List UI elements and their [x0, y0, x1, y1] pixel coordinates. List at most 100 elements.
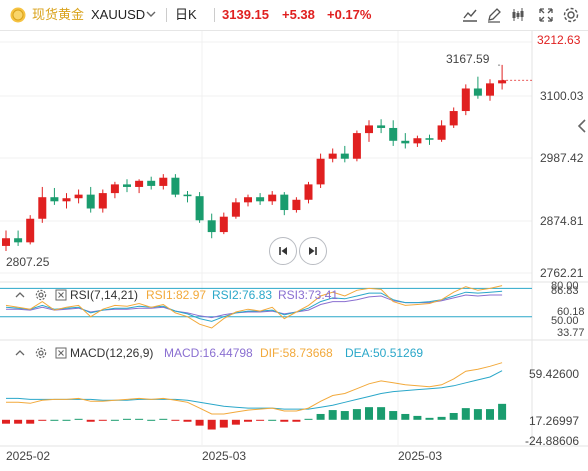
candle-style-icon[interactable]	[509, 6, 527, 24]
rsi-tick: 50.00	[551, 315, 579, 327]
line-chart-icon[interactable]	[461, 6, 479, 24]
candle-body	[280, 194, 289, 211]
macd-histogram-bar	[74, 418, 83, 420]
candle-body	[207, 220, 216, 233]
collapse-side-arrow-icon[interactable]	[577, 118, 587, 134]
candle-body	[316, 158, 325, 185]
candle-body	[62, 198, 71, 202]
macd-histogram-bar	[244, 419, 252, 422]
candle-body	[256, 197, 265, 202]
candle-body	[401, 140, 410, 144]
macd-histogram-bar	[437, 416, 446, 420]
macd-tick: -24.88606	[525, 434, 580, 448]
candle-body	[26, 218, 35, 243]
candle-body	[171, 177, 180, 195]
macd-histogram-bar	[14, 419, 23, 424]
expand-icon[interactable]	[537, 6, 555, 24]
rsi1-value: RSI1:82.97	[146, 288, 207, 302]
candle-body	[50, 197, 59, 202]
candle-body	[2, 238, 10, 246]
rsi-tick: 60.18	[557, 306, 585, 318]
macd-histogram-bar	[425, 417, 434, 420]
macd-histogram-bar	[401, 413, 410, 420]
candle-body	[38, 197, 47, 219]
macd-histogram-bar	[159, 418, 168, 420]
settings-icon[interactable]	[562, 6, 580, 24]
candle-body	[268, 194, 277, 202]
macd-tick: 17.26997	[529, 414, 580, 428]
candle-body	[110, 184, 119, 194]
candle-body	[304, 184, 313, 200]
previous-icon	[279, 247, 287, 255]
top-toolbar: 现货黄金 XAUUSD 日K 3139.15 +5.38 +0.17%	[0, 0, 588, 31]
dea-value: DEA:50.51269	[345, 346, 424, 360]
candle-body	[328, 153, 337, 159]
price-tick: 2762.21	[540, 266, 584, 280]
price-change: +5.38	[282, 7, 315, 22]
rsi1-line	[5, 285, 503, 329]
instrument-name[interactable]: 现货黄金	[32, 7, 85, 22]
macd-value: MACD:16.44798	[164, 346, 253, 360]
next-icon	[309, 247, 317, 255]
candle-body	[123, 184, 131, 187]
macd-histogram-bar	[183, 419, 192, 422]
price-tick: 3212.63	[537, 33, 581, 47]
rsi2-line	[5, 290, 503, 322]
candle-body	[14, 238, 23, 243]
dif-value: DIF:58.73668	[260, 346, 333, 360]
macd-histogram-bar	[38, 419, 47, 421]
draw-pencil-icon[interactable]	[485, 6, 503, 24]
price-tick: 3100.03	[540, 89, 584, 103]
rsi-name: RSI(7,14,21)	[70, 288, 139, 302]
candle-body	[413, 138, 422, 144]
rsi3-value: RSI3:73.41	[278, 288, 339, 302]
chevron-down-icon[interactable]	[146, 9, 156, 19]
candle-body	[449, 111, 458, 126]
last-price: 3139.15	[222, 7, 269, 22]
candle-body	[98, 193, 107, 209]
macd-histogram-bar	[2, 419, 10, 424]
rsi2-value: RSI2:76.83	[212, 288, 273, 302]
candle-body	[219, 216, 228, 233]
candle-body	[389, 127, 398, 141]
timeframe-selector[interactable]: 日K	[175, 7, 197, 22]
rsi-tick: 86.83	[551, 285, 579, 297]
x-axis-label: 2025-03	[398, 449, 443, 463]
rsi-header: RSI(7,14,21) RSI1:82.97 RSI2:76.83 RSI3:…	[0, 287, 588, 303]
symbol-label[interactable]: XAUUSD	[91, 7, 146, 22]
scroll-left-button[interactable]	[269, 237, 297, 265]
gold-coin-icon	[10, 7, 26, 23]
macd-histogram-bar	[292, 419, 301, 422]
candle-body	[498, 80, 507, 84]
candle-body	[183, 194, 192, 197]
macd-histogram-bar	[486, 409, 494, 420]
rsi-tick: 80.00	[551, 280, 579, 292]
macd-histogram-bar	[26, 419, 35, 424]
macd-histogram-bar	[123, 418, 131, 420]
macd-histogram-bar	[171, 419, 180, 421]
candle-body	[244, 197, 252, 203]
scroll-right-button[interactable]	[299, 237, 327, 265]
macd-tick: 59.42600	[529, 367, 580, 381]
macd-histogram-bar	[110, 419, 119, 421]
candle-body	[486, 83, 494, 96]
dea-line	[6, 370, 503, 410]
macd-histogram-bar	[280, 419, 289, 422]
macd-histogram-bar	[231, 419, 240, 425]
candle-body	[195, 196, 204, 221]
macd-histogram-bar	[219, 419, 228, 428]
macd-histogram-bar	[413, 415, 422, 420]
candle-body	[74, 194, 83, 199]
macd-histogram-bar	[304, 418, 313, 420]
macd-histogram-bar	[316, 413, 325, 420]
price-tick: 2874.81	[540, 214, 584, 228]
candle-body	[159, 177, 168, 186]
macd-name: MACD(12,26,9)	[70, 346, 154, 360]
candle-body	[352, 133, 361, 159]
dif-line	[6, 362, 503, 415]
macd-histogram-bar	[50, 419, 59, 421]
candle-body	[377, 125, 386, 128]
macd-histogram-bar	[498, 403, 507, 420]
macd-histogram-bar	[98, 419, 107, 421]
